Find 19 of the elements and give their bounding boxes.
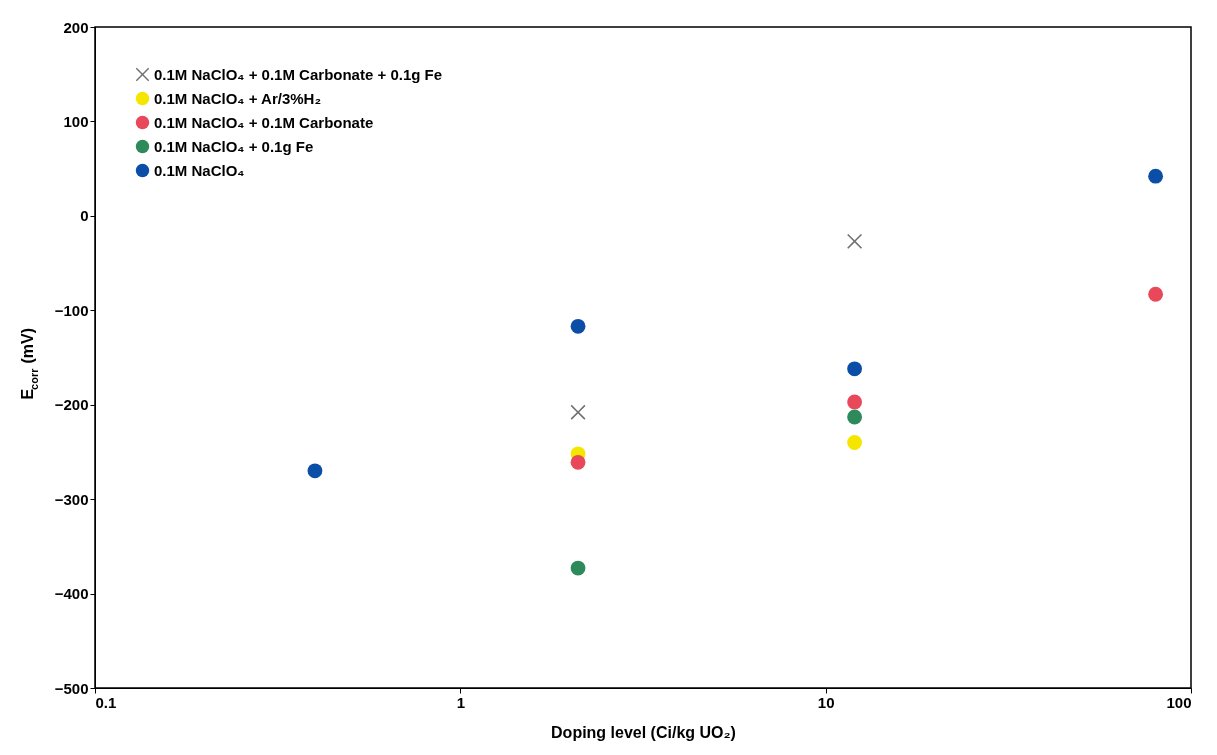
legend-label: 0.1M NaClO₄ + 0.1M Carbonate xyxy=(154,113,374,131)
y-tick-label: 0 xyxy=(80,207,89,225)
y-tick-label: 200 xyxy=(63,18,89,36)
x-tick-label: 10 xyxy=(817,693,835,711)
x-tick-label: 100 xyxy=(1166,693,1192,711)
y-tick-label: 100 xyxy=(63,112,89,130)
legend-label: 0.1M NaClO₄ + 0.1M Carbonate + 0.1g Fe xyxy=(154,65,443,83)
y-tick-label: −100 xyxy=(54,301,89,319)
y-tick-label: −300 xyxy=(54,490,89,508)
y-tick-label: −400 xyxy=(54,585,89,603)
x-axis-title: Doping level (Ci/kg UO₂) xyxy=(551,723,736,741)
legend-label: 0.1M NaClO₄ + Ar/3%H₂ xyxy=(154,89,322,107)
legend-label: 0.1M NaClO₄ xyxy=(154,161,245,179)
x-tick-label: 0.1 xyxy=(95,693,117,711)
legend-label: 0.1M NaClO₄ + 0.1g Fe xyxy=(154,137,314,155)
y-tick-label: −200 xyxy=(54,396,89,414)
y-axis-title: Ecorr (mV) xyxy=(19,327,40,400)
y-tick-label: −500 xyxy=(54,679,89,697)
x-tick-label: 1 xyxy=(456,693,466,711)
